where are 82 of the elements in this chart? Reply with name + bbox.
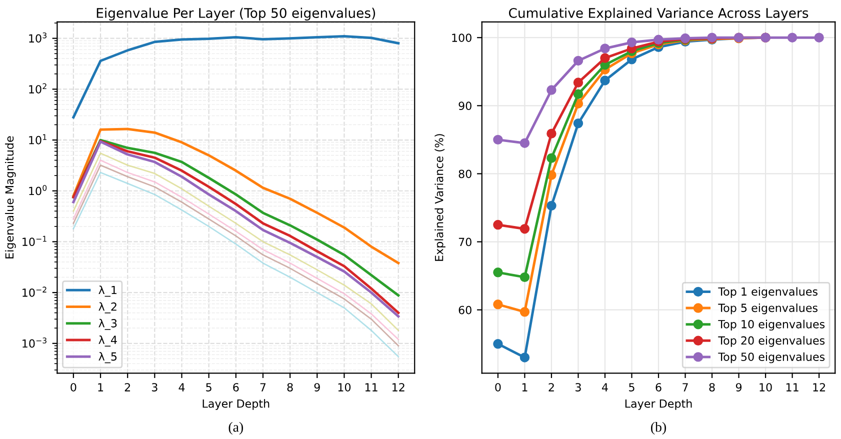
line-series	[72, 34, 400, 119]
x-tick-label: 11	[365, 383, 378, 392]
y-tick-label: 70	[458, 238, 472, 246]
point	[814, 32, 824, 42]
point	[520, 352, 530, 362]
line-series	[72, 128, 400, 264]
legend-label: λ_3	[98, 318, 117, 330]
point	[600, 44, 610, 54]
point	[600, 53, 610, 63]
legend-label: Top 10 eigenvalues	[718, 320, 825, 331]
point	[520, 224, 530, 234]
point	[573, 118, 584, 128]
legend-label: λ_4	[98, 335, 117, 347]
legend-label: Top 20 eigenvalues	[718, 336, 825, 347]
y-axis-title: Explained Variance (%)	[434, 134, 446, 261]
point	[573, 78, 584, 88]
x-axis-title: Layer Depth	[202, 399, 270, 410]
y-tick-label: 10$^{0}$	[29, 184, 47, 196]
x-tick-label: 8	[709, 383, 715, 392]
x-tick-label: 6	[656, 383, 662, 392]
y-tick-label: 100	[452, 34, 472, 42]
point	[573, 89, 584, 99]
text: (a)	[228, 422, 243, 435]
x-tick-label: 7	[260, 383, 266, 392]
y-tick-label: 60	[458, 306, 472, 314]
legend-label: λ_2	[98, 302, 116, 314]
x-tick-label: 12	[392, 383, 404, 392]
y-tick-label: 10$^{1}$	[29, 134, 46, 144]
legend-label: λ_5	[98, 352, 117, 364]
x-tick-label: 6	[233, 383, 239, 392]
text: (b)	[651, 422, 666, 435]
x-axis-title: Layer Depth	[625, 399, 692, 410]
point	[493, 268, 503, 278]
x-tick-label: 9	[736, 383, 742, 392]
y-tick-label: 10$^{−1}$	[22, 236, 46, 246]
x-tick-label: 9	[314, 383, 320, 392]
point	[573, 56, 584, 66]
x-tick-label: 8	[287, 383, 293, 392]
x-tick-label: 10	[338, 383, 351, 392]
x-tick-label: 11	[786, 383, 798, 392]
x-tick-label: 4	[602, 383, 608, 392]
point	[493, 300, 503, 310]
point	[626, 38, 637, 48]
chart-title: Eigenvalue Per Layer (Top 50 eigenvalues)	[96, 8, 376, 21]
point	[546, 128, 556, 138]
point	[600, 76, 610, 86]
y-tick-label: 10$^{3}$	[29, 32, 46, 43]
point	[546, 200, 556, 211]
point	[520, 138, 530, 148]
chart-title: Cumulative Explained Variance Across Layers	[508, 8, 808, 21]
y-tick-label: 10$^{−3}$	[22, 338, 46, 348]
y-tick-label: 90	[458, 102, 472, 110]
point	[546, 85, 556, 95]
x-tick-label: 1	[98, 383, 104, 392]
y-tick-label: 10$^{−2}$	[22, 286, 46, 297]
x-tick-label: 0	[70, 383, 76, 392]
point	[493, 339, 503, 349]
point	[520, 272, 530, 282]
x-tick-label: 12	[813, 383, 826, 392]
x-tick-label: 5	[629, 383, 634, 392]
x-tick-label: 3	[576, 383, 581, 392]
y-axis-title: Eigenvalue Magnitude	[5, 136, 16, 258]
legend-label: Top 1 eigenvalues	[718, 287, 818, 298]
x-tick-label: 3	[152, 383, 158, 392]
point	[493, 220, 503, 230]
legend-label: Top 5 eigenvalues	[718, 303, 818, 314]
point	[546, 153, 556, 163]
x-tick-label: 10	[760, 383, 772, 392]
point	[493, 134, 503, 145]
x-tick-label: 0	[495, 383, 501, 392]
y-tick-label: 10$^{2}$	[29, 83, 46, 94]
legend-label: λ_1	[98, 286, 116, 297]
x-tick-label: 4	[178, 383, 185, 392]
x-tick-label: 7	[682, 383, 688, 392]
x-tick-label: 1	[522, 383, 528, 392]
x-tick-label: 2	[548, 383, 554, 392]
x-tick-label: 2	[124, 383, 130, 392]
point	[520, 307, 530, 317]
point	[787, 32, 798, 42]
y-tick-label: 80	[458, 170, 472, 178]
legend-label: Top 50 eigenvalues	[718, 352, 825, 364]
x-tick-label: 5	[206, 383, 212, 392]
